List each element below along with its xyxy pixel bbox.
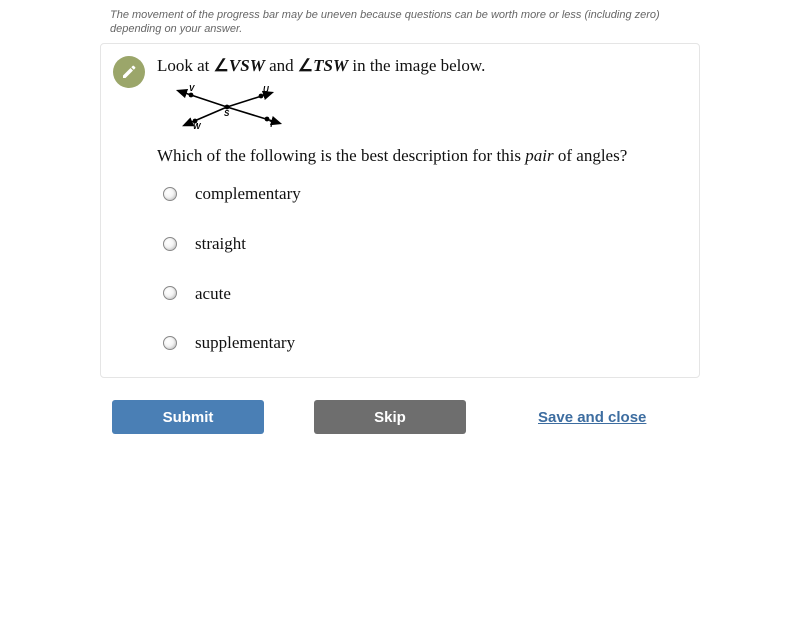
- svg-text:W: W: [193, 122, 202, 129]
- angle-diagram: V U S W T: [165, 83, 681, 136]
- question-card: Look at ∠VSW and ∠TSW in the image below…: [100, 43, 700, 379]
- option-label: supplementary: [195, 331, 295, 355]
- svg-text:U: U: [263, 85, 269, 94]
- prompt-mid: and: [265, 56, 298, 75]
- angle-2: ∠TSW: [298, 56, 348, 75]
- radio-icon[interactable]: [163, 286, 177, 300]
- option-label: complementary: [195, 182, 301, 206]
- question-post: of angles?: [554, 146, 628, 165]
- skip-button[interactable]: Skip: [314, 400, 466, 434]
- edit-icon: [113, 56, 145, 88]
- option-row[interactable]: straight: [163, 232, 681, 256]
- option-row[interactable]: complementary: [163, 182, 681, 206]
- progress-hint: The movement of the progress bar may be …: [100, 8, 700, 43]
- svg-text:V: V: [189, 84, 195, 93]
- save-close-link[interactable]: Save and close: [538, 409, 646, 426]
- question-ital: pair: [525, 146, 553, 165]
- question-body: Look at ∠VSW and ∠TSW in the image below…: [157, 54, 681, 360]
- svg-text:S: S: [224, 109, 230, 118]
- submit-button[interactable]: Submit: [112, 400, 264, 434]
- option-label: straight: [195, 232, 246, 256]
- action-row: Submit Skip Save and close: [100, 400, 700, 434]
- radio-icon[interactable]: [163, 336, 177, 350]
- option-row[interactable]: acute: [163, 282, 681, 306]
- prompt-tail: in the image below.: [348, 56, 485, 75]
- option-row[interactable]: supplementary: [163, 331, 681, 355]
- radio-icon[interactable]: [163, 237, 177, 251]
- prompt-line: Look at ∠VSW and ∠TSW in the image below…: [157, 54, 681, 78]
- question-text: Which of the following is the best descr…: [157, 144, 681, 168]
- radio-icon[interactable]: [163, 187, 177, 201]
- question-pre: Which of the following is the best descr…: [157, 146, 525, 165]
- option-label: acute: [195, 282, 231, 306]
- angle-1: ∠VSW: [214, 56, 265, 75]
- prompt-lead: Look at: [157, 56, 214, 75]
